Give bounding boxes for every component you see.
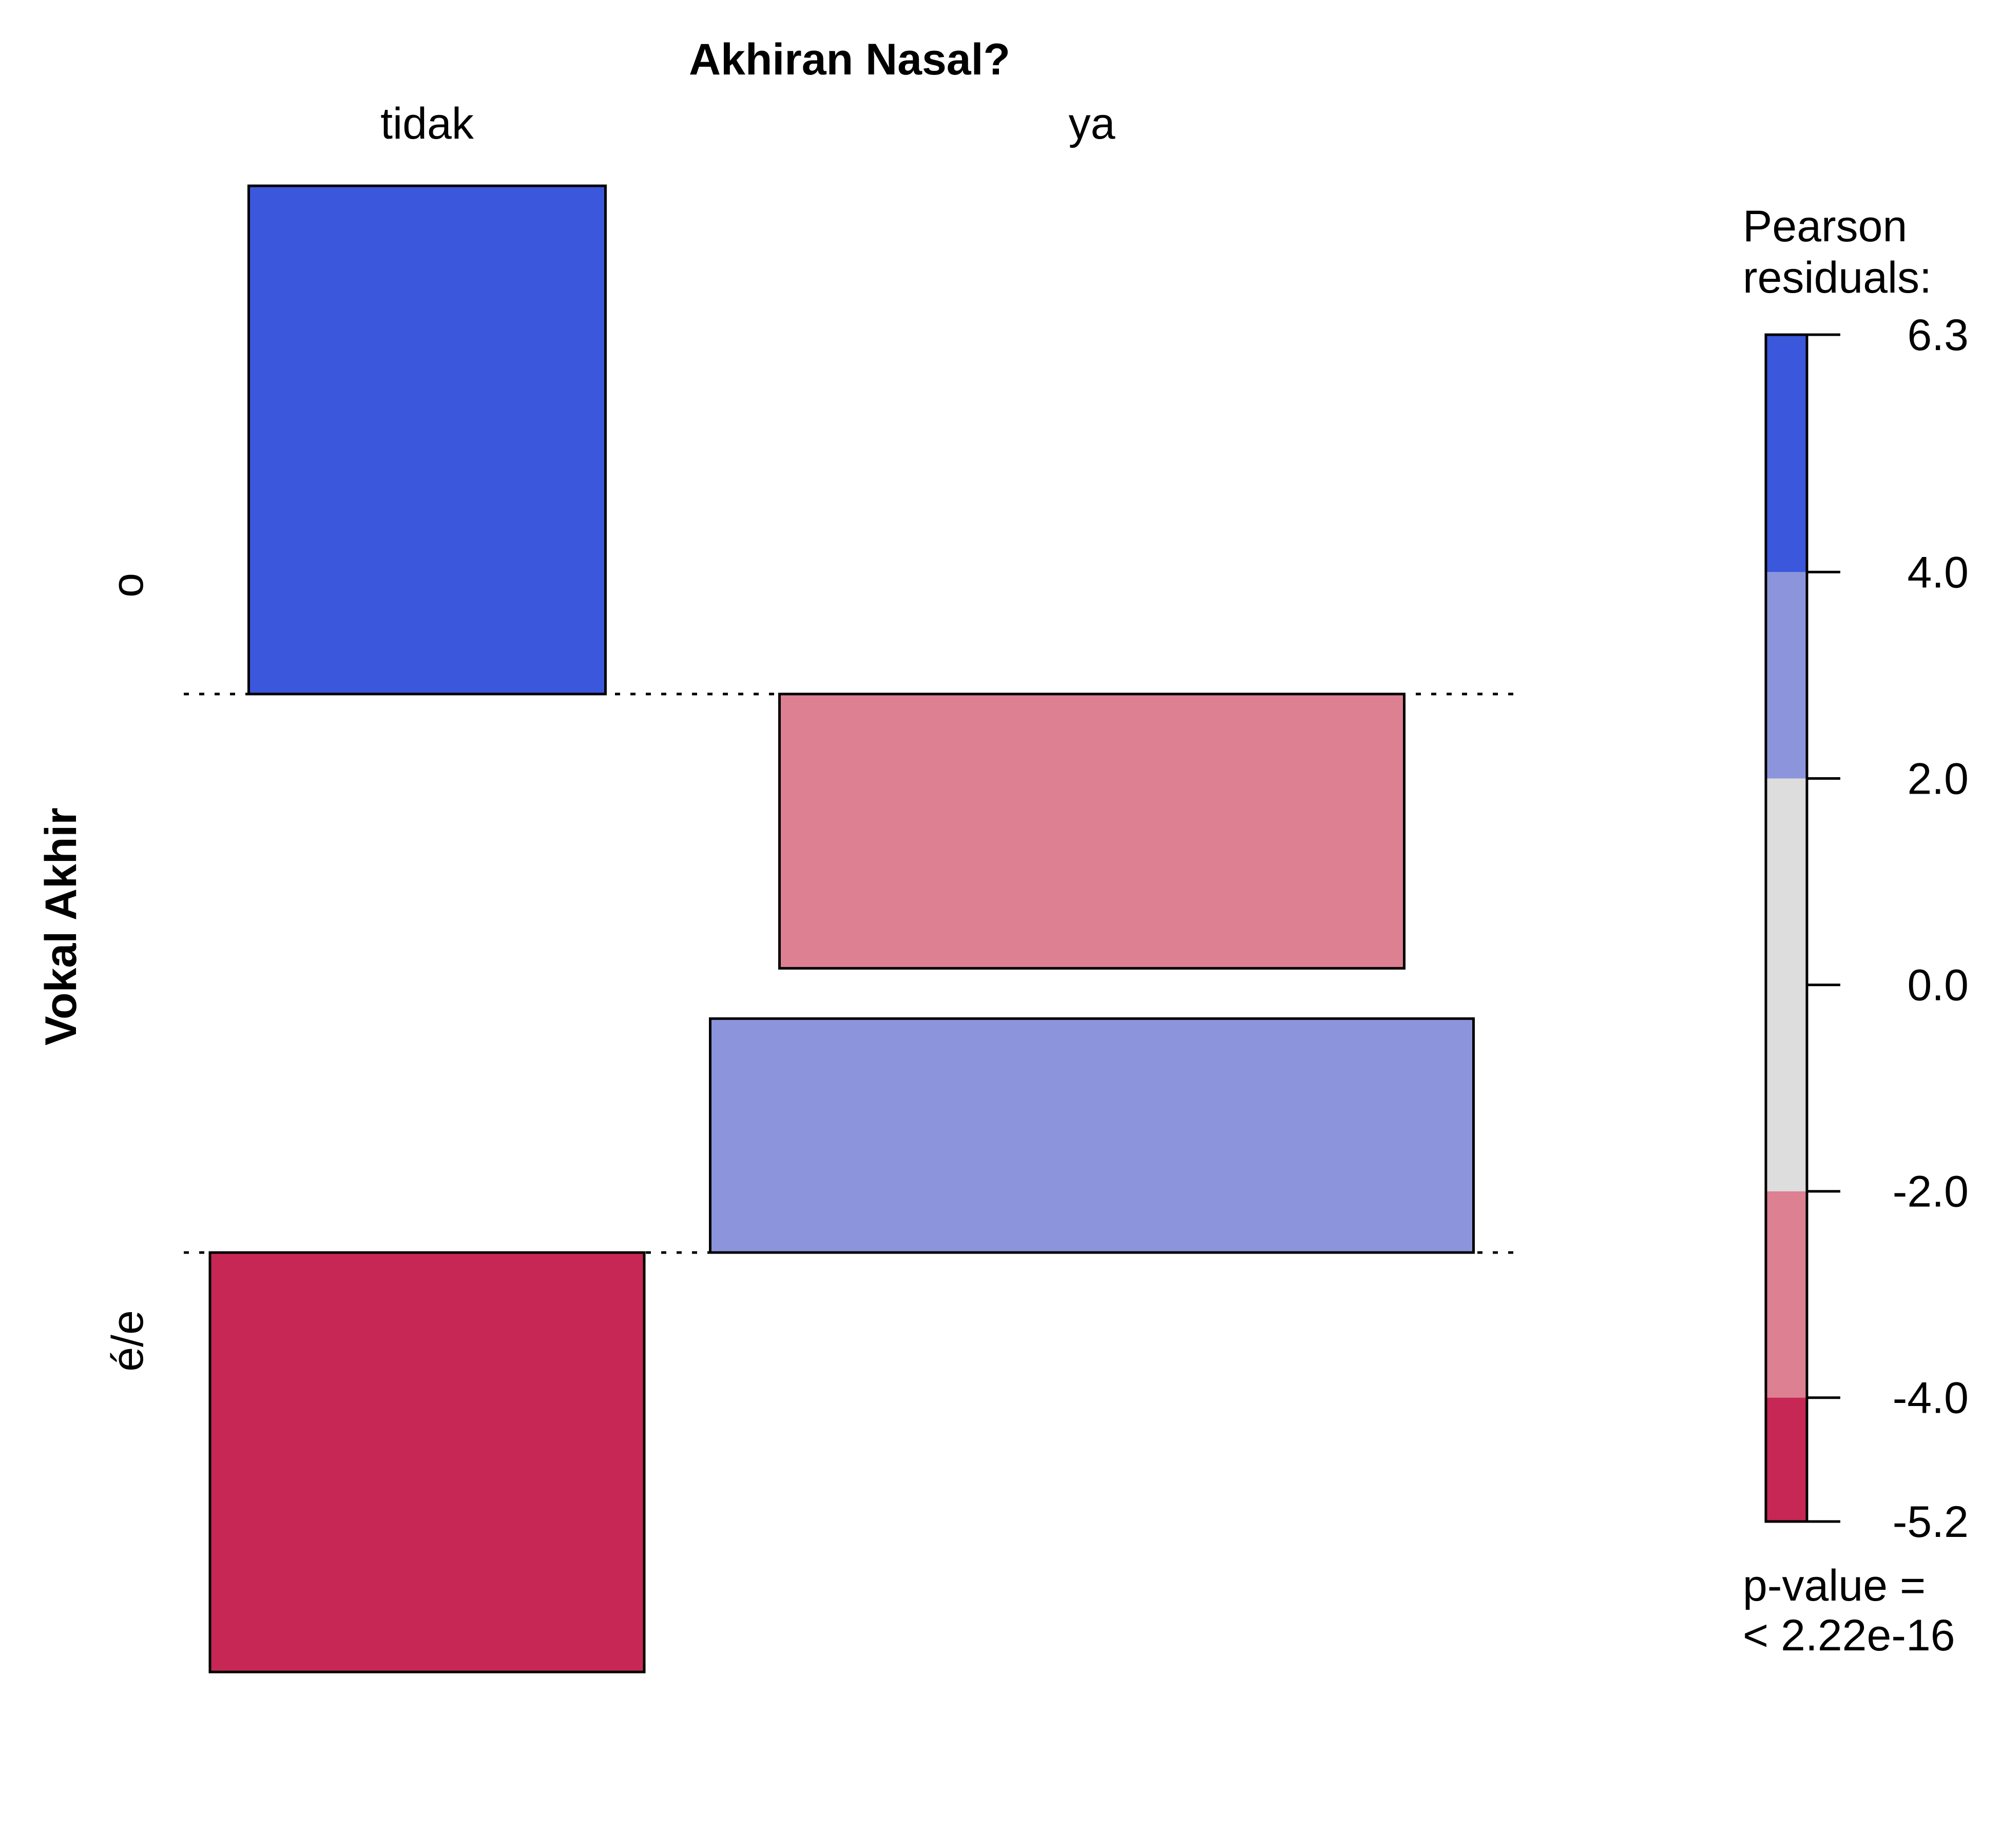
legend-frame [1764, 333, 1808, 1523]
column-label-tidak: tidak [380, 99, 474, 148]
pvalue-line2: < 2.22e-16 [1743, 1611, 1955, 1660]
legend-band-4 [1766, 1397, 1807, 1522]
legend-band-1 [1766, 572, 1807, 779]
cell-o-tidak [247, 184, 607, 696]
legend-band-0 [1766, 335, 1807, 572]
cell-e-tidak [208, 1251, 646, 1673]
legend-tick-label-2: 2.0 [1907, 755, 1969, 804]
legend-tick-label-5: -4.0 [1893, 1374, 1969, 1423]
legend-tick-label-3: 0.0 [1907, 961, 1969, 1010]
column-label-ya: ya [1069, 99, 1115, 148]
row-label-o: o [103, 573, 152, 598]
pvalue-line1: p-value = [1743, 1561, 1926, 1610]
cell-e-ya [709, 1017, 1475, 1254]
left-variable-label: Vokal Akhir [36, 807, 86, 1046]
legend-band-3 [1766, 1191, 1807, 1398]
legend-tick-label-0: 6.3 [1907, 311, 1969, 360]
cell-o-ya [778, 692, 1406, 970]
residual-cells [208, 184, 1475, 1673]
legend-band-2 [1766, 778, 1807, 1191]
legend-tick-label-4: -2.0 [1893, 1167, 1969, 1217]
legend-tick-label-1: 4.0 [1907, 548, 1969, 597]
legend-title-line2: residuals: [1743, 253, 1932, 302]
legend-tick-label-6: -5.2 [1893, 1497, 1969, 1547]
legend-title-line1: Pearson [1743, 202, 1907, 251]
residual-legend: Pearson residuals: 6.3 4.0 2.0 0.0 -2.0 -4.0 -… [1743, 202, 1969, 1660]
top-variable-label: Akhiran Nasal? [689, 35, 1010, 84]
legend-color-bands [1766, 335, 1807, 1522]
legend-ticks: 6.3 4.0 2.0 0.0 -2.0 -4.0 -5.2 [1807, 311, 1969, 1547]
row-label-e: é/e [103, 1310, 152, 1372]
